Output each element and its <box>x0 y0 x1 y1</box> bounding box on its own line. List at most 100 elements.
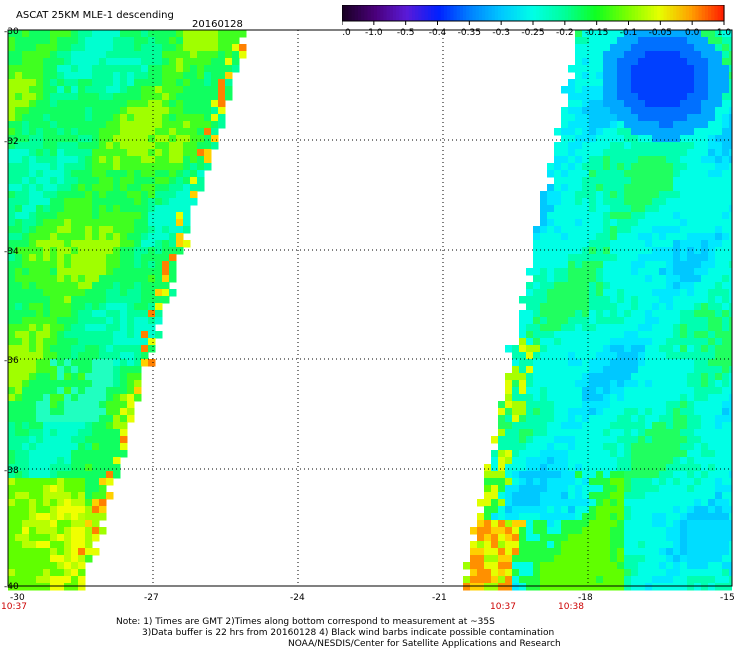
wind-cell <box>729 576 732 584</box>
wind-cell <box>71 520 79 528</box>
wind-cell <box>596 156 604 164</box>
wind-cell <box>666 303 674 311</box>
wind-cell <box>659 366 667 374</box>
wind-cell <box>603 373 611 381</box>
wind-cell <box>547 394 555 402</box>
wind-cell <box>568 555 576 563</box>
wind-cell <box>624 177 632 185</box>
wind-cell <box>603 247 611 255</box>
wind-cell <box>540 387 548 395</box>
wind-cell <box>120 177 128 185</box>
wind-cell <box>155 79 163 87</box>
wind-cell <box>512 352 520 360</box>
wind-cell <box>729 65 732 73</box>
wind-cell <box>638 464 646 472</box>
wind-cell <box>15 450 23 458</box>
wind-cell <box>491 471 499 479</box>
wind-cell <box>547 548 555 556</box>
wind-cell <box>71 261 79 269</box>
wind-cell <box>596 240 604 248</box>
wind-cell <box>708 79 716 87</box>
wind-cell <box>617 317 625 325</box>
wind-cell <box>631 492 639 500</box>
wind-cell <box>589 324 597 332</box>
wind-cell <box>582 576 590 584</box>
wind-cell <box>15 429 23 437</box>
wind-cell <box>8 471 16 479</box>
wind-cell <box>624 191 632 199</box>
wind-cell <box>659 177 667 185</box>
wind-cell <box>50 583 58 591</box>
wind-cell <box>92 548 100 556</box>
wind-cell <box>701 86 709 94</box>
wind-cell <box>43 233 51 241</box>
wind-cell <box>106 394 114 402</box>
wind-cell <box>204 149 212 157</box>
wind-cell <box>666 86 674 94</box>
wind-cell <box>92 30 100 38</box>
wind-cell <box>568 359 576 367</box>
wind-cell <box>666 576 674 584</box>
wind-cell <box>526 436 534 444</box>
wind-cell <box>113 359 121 367</box>
wind-cell <box>631 576 639 584</box>
wind-cell <box>71 212 79 220</box>
wind-cell <box>582 310 590 318</box>
wind-cell <box>568 184 576 192</box>
wind-cell <box>505 576 513 584</box>
wind-cell <box>512 583 520 591</box>
wind-cell <box>680 499 688 507</box>
wind-cell <box>512 408 520 416</box>
wind-cell <box>134 191 142 199</box>
wind-cell <box>694 58 702 66</box>
wind-cell <box>99 478 107 486</box>
wind-cell <box>673 65 681 73</box>
wind-cell <box>645 345 653 353</box>
wind-cell <box>659 380 667 388</box>
wind-cell <box>92 499 100 507</box>
wind-cell <box>22 191 30 199</box>
wind-cell <box>617 310 625 318</box>
wind-cell <box>617 576 625 584</box>
wind-cell <box>568 352 576 360</box>
wind-cell <box>512 569 520 577</box>
wind-cell <box>701 303 709 311</box>
wind-cell <box>561 401 569 409</box>
wind-cell <box>29 44 37 52</box>
colorbar-swatch <box>558 5 563 21</box>
wind-cell <box>519 492 527 500</box>
wind-cell <box>64 443 72 451</box>
wind-cell <box>610 429 618 437</box>
wind-cell <box>575 541 583 549</box>
wind-cell <box>127 310 135 318</box>
wind-cell <box>540 289 548 297</box>
wind-cell <box>645 520 653 528</box>
wind-cell <box>162 107 170 115</box>
wind-cell <box>190 156 198 164</box>
wind-cell <box>666 324 674 332</box>
wind-cell <box>589 485 597 493</box>
wind-cell <box>631 317 639 325</box>
wind-cell <box>85 366 93 374</box>
wind-cell <box>652 541 660 549</box>
wind-cell <box>36 324 44 332</box>
wind-cell <box>680 450 688 458</box>
wind-cell <box>533 247 541 255</box>
wind-cell <box>687 345 695 353</box>
wind-cell <box>22 499 30 507</box>
wind-cell <box>43 317 51 325</box>
wind-cell <box>631 233 639 241</box>
wind-cell <box>624 226 632 234</box>
wind-cell <box>71 478 79 486</box>
wind-cell <box>43 387 51 395</box>
wind-cell <box>617 583 625 591</box>
wind-cell <box>694 513 702 521</box>
wind-cell <box>659 520 667 528</box>
wind-cell <box>610 569 618 577</box>
wind-cell <box>176 163 184 171</box>
wind-cell <box>498 541 506 549</box>
wind-cell <box>71 576 79 584</box>
wind-cell <box>99 121 107 129</box>
wind-cell <box>694 457 702 465</box>
wind-cell <box>29 338 37 346</box>
